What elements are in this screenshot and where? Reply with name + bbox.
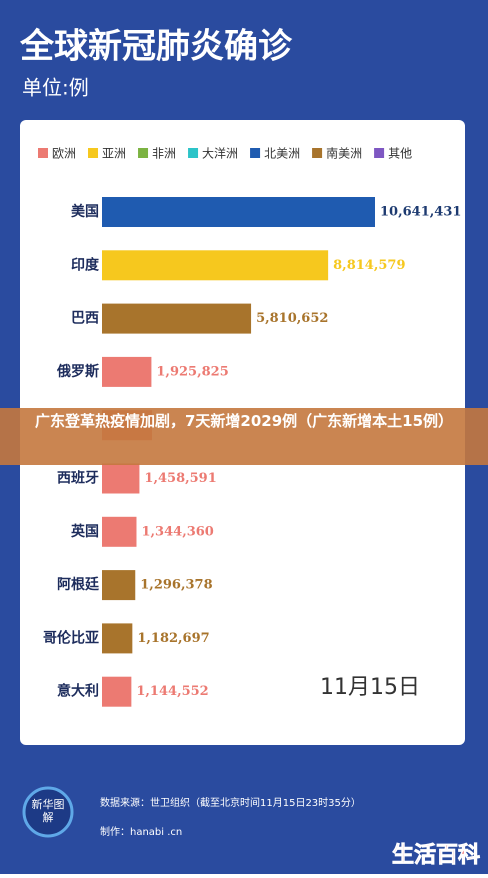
- legend-swatch: [374, 148, 385, 158]
- source: 数据来源：世卫组织（截至北京时间11月15日23时35分）: [100, 796, 361, 809]
- value-label: 1,144,552: [136, 684, 208, 699]
- category-label: 巴西: [71, 311, 99, 327]
- bar: [102, 516, 137, 547]
- banner-box: 广东登革热疫情加剧，7天新增2029例（广东新增本土15例）: [34, 412, 454, 430]
- legend-label: 欧洲: [52, 147, 76, 161]
- category-label: 英国: [70, 523, 99, 540]
- logo-box: 新华图解: [31, 798, 65, 824]
- value-label: 1,925,825: [156, 364, 228, 379]
- value-label: 10,641,431: [380, 205, 461, 220]
- legend-swatch: [188, 148, 199, 158]
- unit: 单位:例: [22, 76, 89, 100]
- legend-label: 其他: [388, 147, 412, 161]
- legend-swatch: [88, 148, 99, 158]
- legend-label: 亚洲: [102, 147, 126, 161]
- category-label: 印度: [71, 256, 100, 273]
- bar: [102, 356, 152, 387]
- bar: [102, 197, 375, 227]
- watermark: 生活百科: [392, 843, 480, 868]
- legend-swatch: [250, 148, 261, 158]
- value-label: 8,814,579: [333, 258, 405, 273]
- logo: [22, 786, 74, 838]
- legend-swatch: [312, 148, 323, 158]
- value-label: 5,810,652: [256, 311, 328, 326]
- legend-swatch: [38, 148, 48, 158]
- legend-label: 非洲: [152, 147, 176, 161]
- category-label: 意大利: [57, 683, 99, 700]
- bar: [102, 250, 329, 281]
- value-label: 1,296,378: [140, 578, 212, 593]
- legend-label: 大洋洲: [202, 146, 238, 161]
- category-label: 俄罗斯: [56, 363, 99, 380]
- logo-text: 新华图解: [31, 798, 65, 824]
- bar: [102, 570, 136, 601]
- bar: [102, 676, 132, 707]
- category-label: 阿根廷: [57, 576, 100, 593]
- date-annotation: 11月15日: [320, 675, 420, 700]
- value-label: 1,458,591: [144, 471, 216, 486]
- category-label: 西班牙: [57, 470, 99, 487]
- banner: 广东登革热疫情加剧，7天新增2029例（广东新增本土15例）: [34, 412, 454, 430]
- legend-label: 南美洲: [326, 146, 362, 161]
- value-label: 1,344,360: [141, 524, 213, 539]
- legend-label: 北美洲: [264, 147, 300, 161]
- category-label: 美国: [71, 203, 99, 220]
- legend-swatch: [138, 148, 149, 158]
- bar: [102, 623, 133, 654]
- banner-bg: [0, 408, 488, 465]
- category-label: 哥伦比亚: [43, 629, 99, 646]
- bar: [102, 463, 140, 494]
- title: 全球新冠肺炎确诊: [19, 27, 293, 67]
- maker: 制作：hanabi .cn: [100, 825, 182, 838]
- value-label: 1,182,697: [137, 631, 209, 646]
- bar: [102, 303, 252, 334]
